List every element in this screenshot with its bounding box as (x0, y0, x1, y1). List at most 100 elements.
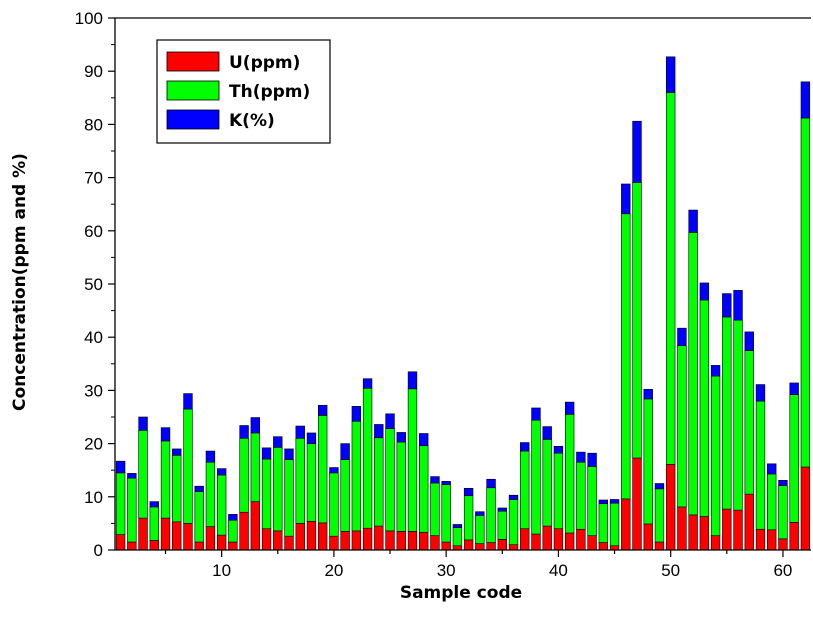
bar-th-sample-60 (778, 485, 788, 540)
bar-u-sample-18 (306, 520, 317, 551)
bar-u-sample-15 (273, 530, 283, 551)
bar-u-sample-8 (194, 541, 204, 551)
bar-th-sample-32 (463, 495, 474, 541)
x-tick-label-60: 60 (773, 561, 792, 580)
bar-k-sample-44 (598, 499, 609, 505)
y-tick-label-100: 100 (75, 9, 103, 28)
bar-k-sample-60 (778, 480, 788, 486)
bar-k-sample-24 (374, 424, 384, 439)
bar-th-sample-21 (340, 459, 350, 532)
bar-u-sample-52 (688, 514, 698, 551)
bar-u-sample-5 (160, 517, 171, 551)
bar-u-sample-32 (463, 539, 474, 551)
bar-k-sample-39 (542, 426, 552, 440)
bar-u-sample-56 (733, 509, 743, 551)
bar-th-sample-8 (194, 491, 204, 543)
bar-u-sample-29 (430, 535, 440, 551)
bar-th-sample-58 (755, 400, 766, 530)
x-axis-title: Sample code (400, 583, 522, 603)
bar-k-sample-29 (430, 476, 440, 484)
bar-u-sample-48 (643, 523, 653, 551)
bar-th-sample-11 (228, 519, 238, 543)
bar-k-sample-51 (677, 327, 687, 347)
bar-k-sample-33 (475, 511, 485, 516)
bar-u-sample-4 (149, 540, 159, 551)
bar-th-sample-62 (800, 117, 811, 468)
bar-th-sample-41 (564, 414, 575, 534)
bar-th-sample-17 (295, 437, 305, 524)
legend-label-0: U(ppm) (229, 53, 300, 73)
bar-k-sample-25 (385, 413, 395, 430)
bar-th-sample-18 (306, 443, 317, 522)
bar-k-sample-41 (564, 401, 575, 415)
bar-k-sample-31 (452, 524, 463, 528)
bar-u-sample-57 (744, 493, 754, 551)
legend-label-1: Th(ppm) (229, 82, 310, 102)
bar-k-sample-11 (228, 514, 238, 521)
bar-th-sample-27 (407, 388, 418, 532)
bar-th-sample-44 (598, 503, 609, 543)
bar-k-sample-23 (362, 378, 373, 389)
legend: U(ppm) Th(ppm) K(%) (156, 39, 331, 144)
bar-u-sample-47 (632, 457, 642, 551)
y-tick-label-70: 70 (84, 169, 103, 188)
bar-th-sample-33 (475, 515, 485, 544)
bar-th-sample-45 (609, 502, 620, 547)
y-tick-label-60: 60 (84, 222, 103, 241)
bar-th-sample-3 (138, 429, 148, 519)
bar-u-sample-50 (665, 464, 676, 551)
bar-k-sample-9 (205, 450, 216, 463)
bar-th-sample-16 (284, 459, 294, 537)
bar-k-sample-15 (273, 436, 283, 448)
bar-th-sample-59 (767, 473, 777, 531)
bar-u-sample-35 (497, 539, 507, 551)
bar-u-sample-54 (710, 535, 721, 551)
bar-u-sample-55 (722, 508, 732, 551)
y-tick-label-80: 80 (84, 115, 103, 134)
bar-u-sample-26 (396, 531, 406, 551)
bar-u-sample-30 (441, 541, 451, 551)
bar-k-sample-17 (295, 425, 305, 439)
x-tick-label-30: 30 (437, 561, 456, 580)
bar-u-sample-7 (183, 523, 193, 551)
bar-u-sample-42 (576, 528, 586, 551)
bar-k-sample-5 (160, 427, 171, 442)
y-tick-label-50: 50 (84, 275, 103, 294)
bar-u-sample-10 (216, 534, 227, 551)
bar-th-sample-6 (172, 454, 182, 523)
bar-k-sample-16 (284, 448, 294, 460)
bar-th-sample-2 (127, 477, 137, 543)
bar-th-sample-30 (441, 484, 451, 543)
bar-th-sample-54 (710, 375, 721, 536)
bar-u-sample-23 (362, 527, 373, 551)
bar-th-sample-56 (733, 319, 743, 511)
legend-label-2: K(%) (229, 111, 275, 131)
bar-th-sample-34 (486, 487, 496, 543)
y-tick-label-30: 30 (84, 381, 103, 400)
bar-th-sample-53 (699, 299, 710, 517)
y-tick-label-40: 40 (84, 328, 103, 347)
bar-u-sample-60 (778, 538, 788, 551)
bar-k-sample-14 (261, 447, 272, 460)
bar-th-sample-31 (452, 527, 463, 547)
bar-u-sample-36 (508, 544, 519, 551)
bar-u-sample-34 (486, 542, 496, 551)
bar-k-sample-45 (609, 499, 620, 504)
bar-u-sample-41 (564, 532, 575, 551)
bar-th-sample-51 (677, 345, 687, 508)
bar-k-sample-13 (250, 417, 261, 434)
bar-u-sample-59 (767, 529, 777, 551)
bar-k-sample-20 (329, 467, 339, 474)
bar-u-sample-58 (755, 528, 766, 551)
ticks-group: 0 10 20 30 40 50 60 70 80 90 100 10 20 30 40 50 60 (75, 9, 793, 580)
bar-k-sample-47 (632, 120, 642, 183)
bar-u-sample-20 (329, 535, 339, 551)
bar-th-sample-48 (643, 398, 653, 525)
bar-k-sample-37 (520, 442, 530, 452)
bar-th-sample-35 (497, 510, 507, 540)
bar-th-sample-23 (362, 387, 373, 529)
bar-th-sample-40 (553, 452, 564, 530)
bar-u-sample-27 (407, 531, 418, 551)
bar-u-sample-6 (172, 521, 182, 551)
bar-k-sample-56 (733, 290, 743, 321)
